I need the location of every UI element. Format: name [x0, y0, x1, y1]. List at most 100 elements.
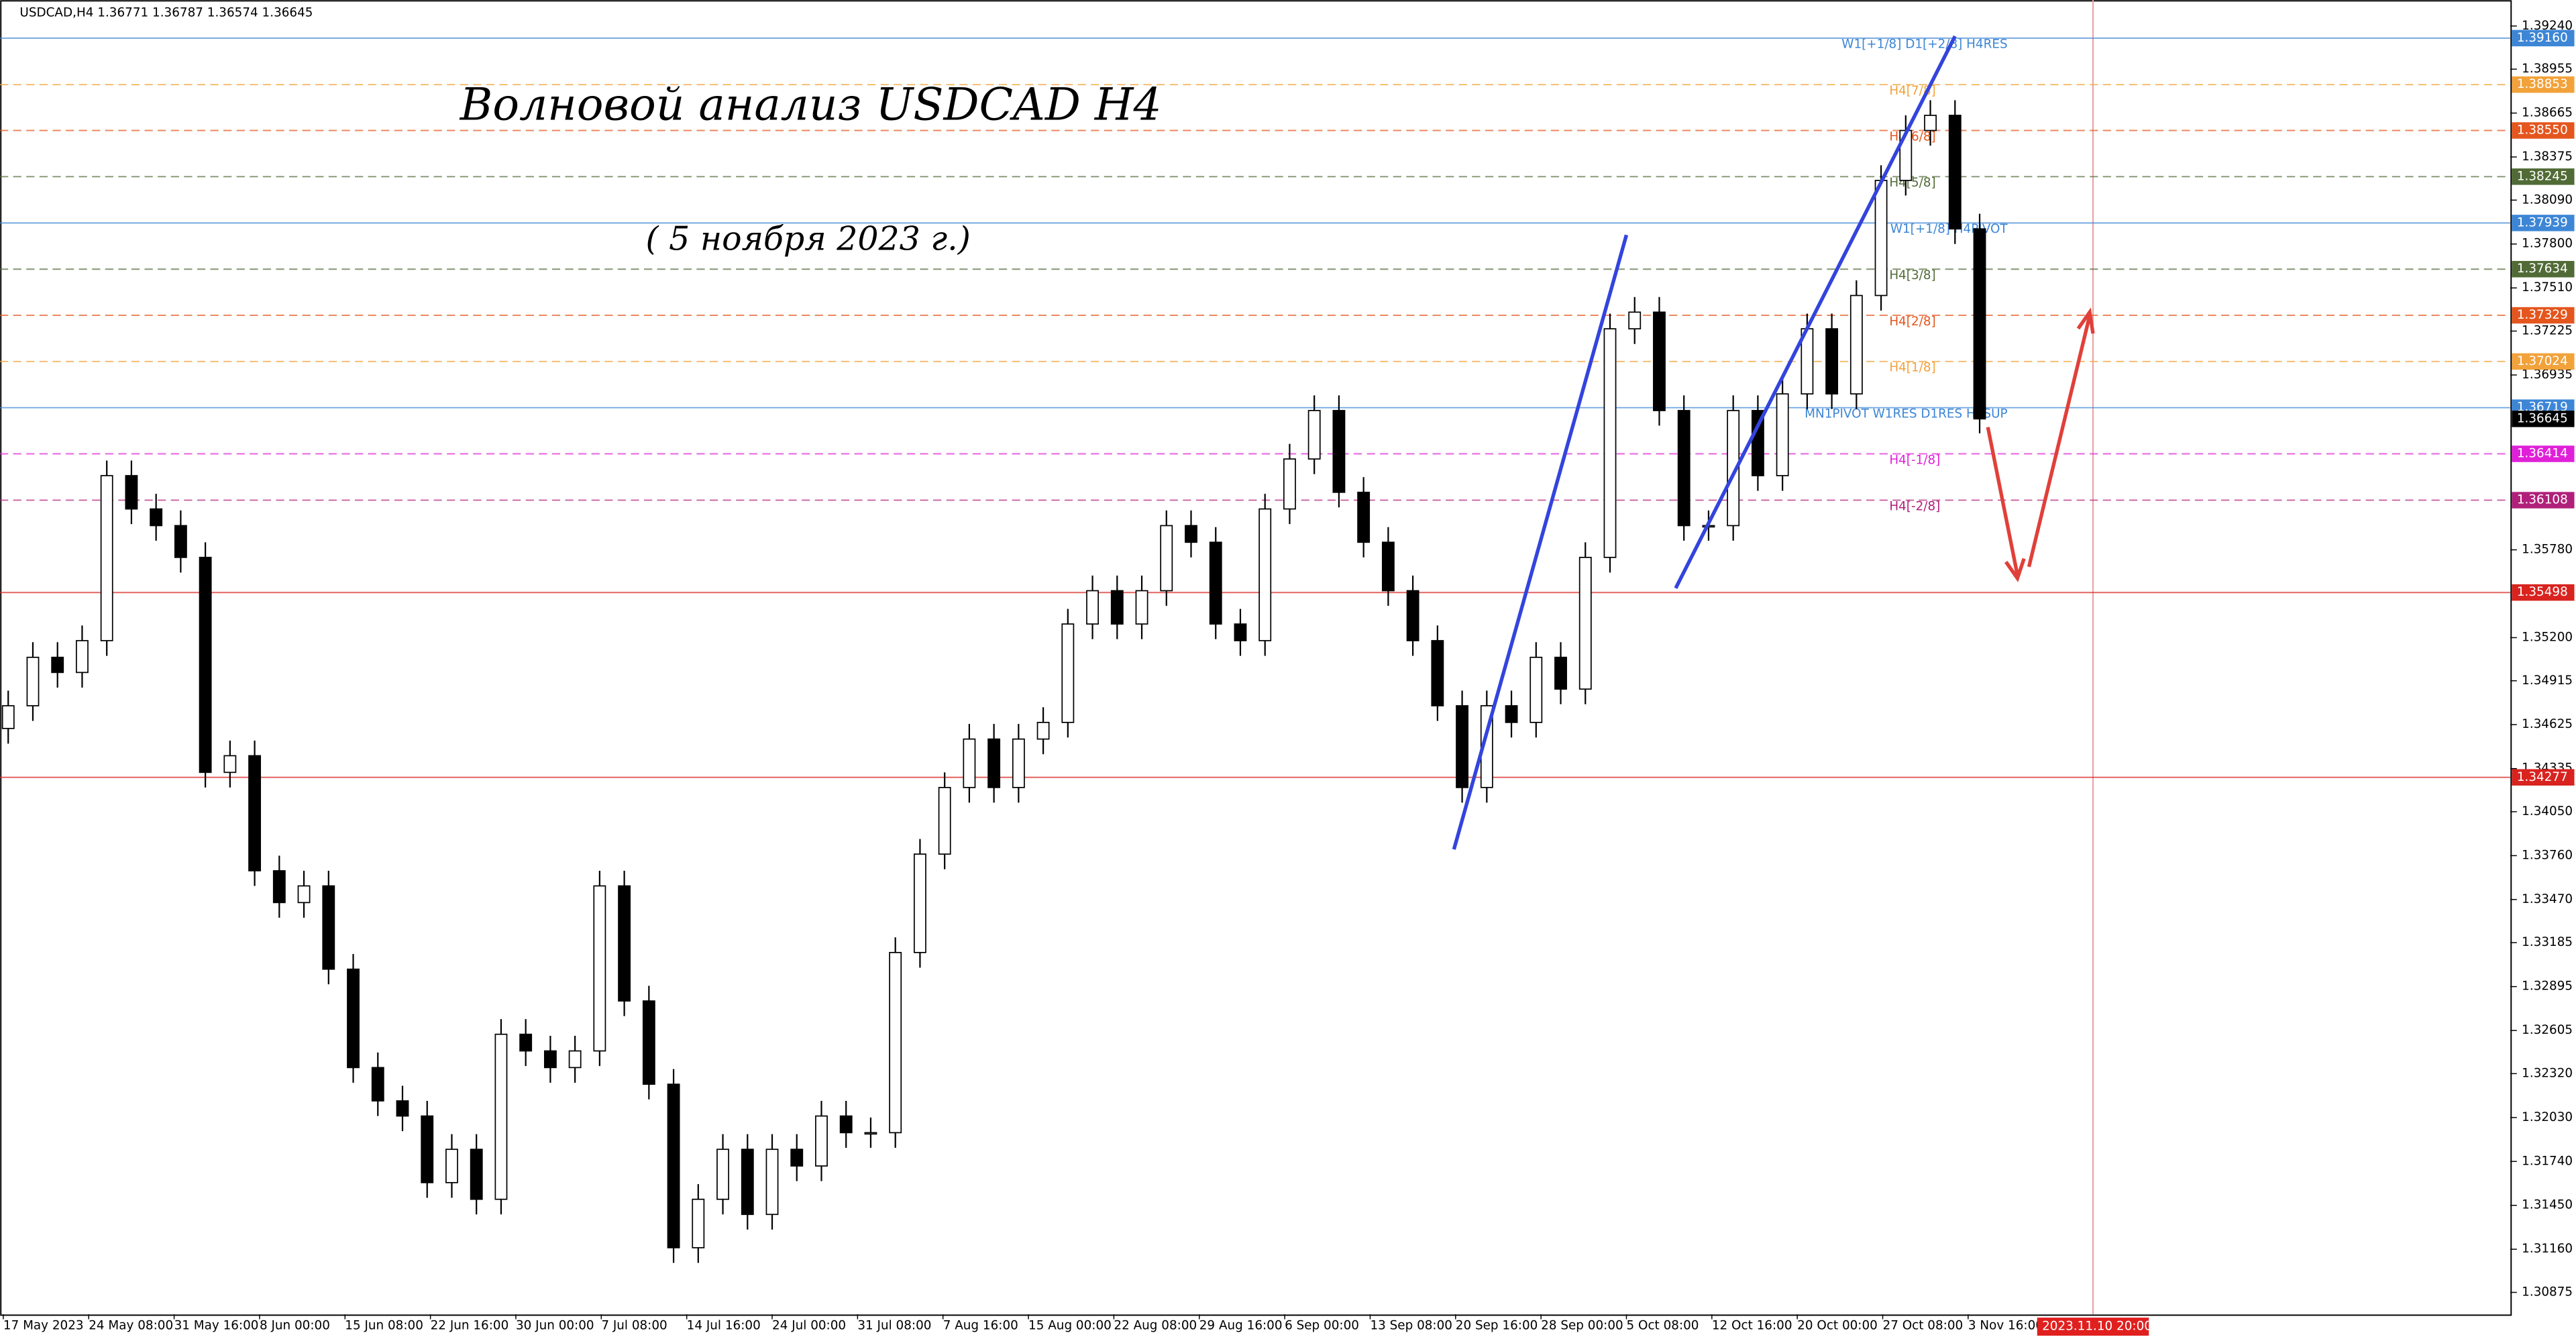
- candle-body: [1160, 525, 1173, 592]
- x-tick-label: 31 May 16:00: [174, 1318, 259, 1332]
- level-name: H4[1/8]: [1889, 361, 1935, 375]
- title: Волновой анализ USDCAD H4: [460, 79, 1162, 131]
- candle-body: [1061, 623, 1075, 723]
- level-name: MN1PIVOT W1RES D1RES H4SUP: [1805, 407, 2007, 421]
- candle-body: [987, 738, 1001, 788]
- candle-body: [1554, 656, 1567, 690]
- candle-body: [371, 1067, 384, 1102]
- x-tick-label: 12 Oct 16:00: [1712, 1318, 1792, 1332]
- candle-body: [1012, 738, 1025, 788]
- candle-body: [741, 1148, 754, 1216]
- subtitle: ( 5 ноября 2023 г.): [645, 220, 970, 258]
- level-name: H4[5/8]: [1889, 176, 1935, 190]
- candle-body: [1578, 557, 1592, 690]
- level-price-box: [2512, 260, 2575, 278]
- candle-body: [765, 1148, 779, 1216]
- candle-body: [1948, 115, 1962, 230]
- candle-body: [1776, 393, 1789, 476]
- y-tick-label: 1.38955: [2522, 62, 2573, 76]
- y-tick-label: 1.38665: [2522, 106, 2573, 120]
- trend-line: [1452, 234, 1629, 850]
- candle-body: [421, 1115, 434, 1183]
- candle-body: [1874, 180, 1888, 297]
- candle-body: [914, 853, 926, 953]
- level-name: W1[+1/8] D1[+2/8] H4RES: [1841, 38, 2007, 52]
- level-price: 1.37024: [2517, 354, 2568, 368]
- candle-body: [1135, 590, 1148, 625]
- level-price-box: [2512, 769, 2575, 786]
- x-tick-label: 24 Jul 00:00: [772, 1318, 846, 1332]
- y-tick-label: 1.33470: [2522, 892, 2573, 906]
- candle-body: [692, 1198, 705, 1248]
- candle-body: [76, 640, 89, 674]
- candle-body: [889, 952, 902, 1134]
- candle-body: [667, 1083, 680, 1248]
- x-tick-label: 27 Oct 08:00: [1883, 1318, 1964, 1332]
- candle-body: [1185, 525, 1197, 543]
- level-price: 1.36108: [2517, 493, 2568, 507]
- y-tick-label: 1.37510: [2522, 280, 2573, 294]
- candle-body: [716, 1148, 729, 1200]
- candle-body: [1505, 705, 1518, 723]
- level-price: 1.34277: [2517, 770, 2568, 784]
- y-tick-label: 1.32030: [2522, 1110, 2573, 1124]
- candle-body: [1973, 228, 1986, 420]
- x-tick-label: 29 Aug 16:00: [1199, 1318, 1283, 1332]
- y-tick-label: 1.33185: [2522, 935, 2573, 949]
- candle-body: [1751, 410, 1764, 476]
- candle-body: [347, 968, 360, 1069]
- wave-lines: [1452, 35, 1957, 850]
- candle-body: [51, 656, 64, 674]
- candle-body: [543, 1050, 557, 1069]
- candle-body: [815, 1115, 828, 1167]
- level-price: 1.38550: [2517, 123, 2568, 137]
- x-tick-label: 31 Jul 08:00: [857, 1318, 931, 1332]
- level-name: H4[-2/8]: [1889, 499, 1940, 513]
- x-tick-label: 20 Oct 00:00: [1797, 1318, 1878, 1332]
- candle-body: [100, 475, 113, 641]
- candle-body: [1529, 656, 1543, 723]
- level-price-box: [2512, 584, 2575, 601]
- x-tick-label: 24 May 08:00: [89, 1318, 173, 1332]
- y-tick-label: 1.34050: [2522, 804, 2573, 818]
- y-tick-label: 1.37800: [2522, 237, 2573, 251]
- candle-body: [297, 885, 311, 904]
- candle-body: [1381, 541, 1395, 592]
- candle-body: [150, 508, 163, 527]
- candle-body: [790, 1148, 804, 1167]
- candle-body: [963, 738, 976, 788]
- y-tick-label: 1.30875: [2522, 1285, 2573, 1299]
- candle-body: [1234, 623, 1247, 641]
- candle-body: [1849, 294, 1863, 395]
- candle-body: [938, 787, 951, 855]
- cursor-time: 2023.11.10 20:00: [2042, 1320, 2152, 1334]
- arrow-head: [2076, 307, 2095, 334]
- level-name: H4[-1/8]: [1889, 453, 1940, 467]
- y-tick-label: 1.32320: [2522, 1066, 2573, 1080]
- level-price-box: [2512, 215, 2575, 231]
- candle-body: [1603, 328, 1617, 558]
- y-tick-label: 1.35200: [2522, 630, 2573, 644]
- candle-body: [568, 1050, 582, 1069]
- level-price: 1.37939: [2517, 215, 2568, 229]
- candle-body: [26, 656, 40, 706]
- level-name: H4[3/8]: [1889, 268, 1935, 282]
- level-price: 1.39160: [2517, 31, 2568, 45]
- candle-body: [1431, 640, 1444, 706]
- arrow-up: [2027, 315, 2092, 568]
- y-tick-label: 1.31740: [2522, 1154, 2573, 1168]
- candle-body: [1307, 410, 1321, 460]
- candles: [1, 100, 1986, 1263]
- candle-body: [1628, 311, 1642, 329]
- y-tick-label: 1.39240: [2522, 19, 2573, 33]
- y-tick-label: 1.34625: [2522, 717, 2573, 731]
- level-price: 1.35498: [2517, 585, 2568, 599]
- level-price: 1.38245: [2517, 169, 2568, 183]
- candle-body: [174, 525, 187, 558]
- x-tick-label: 20 Sep 16:00: [1456, 1318, 1538, 1332]
- candle-body: [322, 885, 335, 970]
- y-tick-label: 1.37225: [2522, 324, 2573, 338]
- candle-body: [199, 557, 212, 773]
